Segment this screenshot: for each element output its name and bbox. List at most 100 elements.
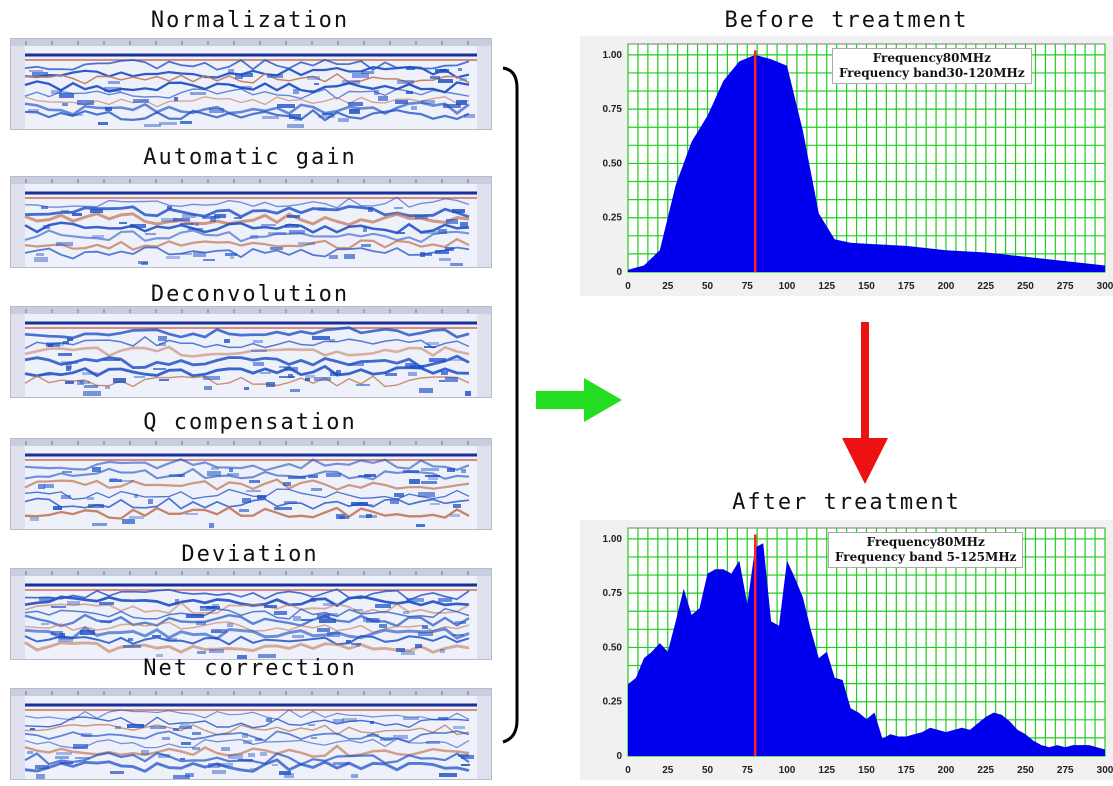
radar-speckle <box>128 638 133 641</box>
radar-speckle <box>34 257 48 262</box>
radar-speckle <box>405 363 416 368</box>
radar-speckle <box>190 92 206 95</box>
x-tick-label: 125 <box>818 281 835 292</box>
radar-layer <box>24 506 470 520</box>
x-tick-label: 0 <box>625 765 631 776</box>
radar-speckle <box>293 616 301 621</box>
radar-speckle <box>284 501 297 504</box>
radar-speckle <box>338 118 349 122</box>
radar-profile-image <box>11 439 491 529</box>
radar-speckle <box>409 479 420 484</box>
radar-speckle <box>310 90 315 93</box>
radar-speckle <box>333 719 344 723</box>
radar-layer <box>24 96 470 108</box>
radar-speckle <box>158 336 167 341</box>
radar-speckle <box>403 717 419 720</box>
radar-speckle <box>294 118 302 121</box>
radar-speckle <box>439 380 445 382</box>
radar-speckle <box>344 254 355 259</box>
before-legend-frequency: Frequency80MHz <box>872 51 991 65</box>
radar-speckle <box>458 68 462 71</box>
radar-speckle <box>390 500 399 504</box>
radar-speckle <box>99 602 114 605</box>
radar-speckle <box>203 376 220 380</box>
radar-speckle <box>305 378 310 381</box>
radar-speckle <box>134 376 145 378</box>
radar-speckle <box>323 603 333 606</box>
radar-speckle <box>38 484 45 489</box>
radar-speckle <box>319 619 336 623</box>
radar-layer <box>24 716 470 729</box>
radar-speckle <box>421 100 435 104</box>
radar-speckle <box>202 216 216 219</box>
after-legend-frequency: Frequency80MHz <box>866 535 985 549</box>
radar-speckle <box>336 370 341 375</box>
x-tick-label: 200 <box>938 765 955 776</box>
radar-speckle <box>455 621 466 624</box>
x-tick-label: 175 <box>898 765 915 776</box>
radar-speckle <box>61 361 78 364</box>
radar-speckle <box>277 104 295 108</box>
radar-speckle <box>105 107 112 111</box>
radar-speckle <box>72 213 82 216</box>
step-title-automatic-gain: Automatic gain <box>143 145 357 170</box>
radar-speckle <box>274 611 287 615</box>
y-tick-label: 0 <box>616 751 622 762</box>
radar-speckle <box>228 754 243 759</box>
step-title-deconvolution: Deconvolution <box>150 282 350 307</box>
radar-speckle <box>67 338 73 341</box>
radar-speckle <box>443 104 461 108</box>
radar-speckle <box>159 379 169 381</box>
radar-speckle <box>211 629 227 633</box>
radar-speckle <box>224 339 230 343</box>
radar-speckle <box>349 109 359 113</box>
radar-speckle <box>83 391 101 396</box>
radar-speckle <box>243 740 252 744</box>
x-tick-label: 100 <box>779 281 796 292</box>
radar-speckle <box>440 649 445 653</box>
radar-speckle <box>356 384 370 386</box>
radar-speckle <box>234 217 242 219</box>
radar-speckle <box>156 654 163 657</box>
after-spectrum-chart: 0 25 50 75 100 125 150 175 200 225 250 275 300 0 0.25 0… <box>580 520 1113 780</box>
radar-speckle <box>318 207 327 211</box>
radar-layer <box>24 58 470 71</box>
radar-speckle <box>438 598 452 602</box>
radar-speckle <box>380 737 393 741</box>
radar-speckle <box>138 261 148 264</box>
radar-speckle <box>327 632 340 637</box>
radar-speckle <box>158 754 170 758</box>
radar-speckle <box>363 227 367 232</box>
radar-speckle <box>61 210 69 212</box>
radar-speckle <box>204 386 212 390</box>
radar-speckle <box>217 763 233 767</box>
radar-speckle <box>361 244 371 247</box>
radar-speckle <box>175 599 179 604</box>
radar-layer <box>24 196 470 209</box>
radar-speckle <box>229 468 233 472</box>
radar-speckle <box>441 371 448 375</box>
radar-speckle <box>51 90 62 94</box>
radar-layer <box>24 65 470 79</box>
radar-speckle <box>230 256 234 259</box>
radar-speckle <box>28 109 39 112</box>
radar-speckle <box>230 84 235 86</box>
radar-layer <box>24 345 470 358</box>
radar-speckle <box>349 109 360 114</box>
panel-axis-strip <box>11 46 25 129</box>
radar-speckle <box>349 363 364 366</box>
x-tick-label: 150 <box>858 765 875 776</box>
radar-layer <box>24 221 470 235</box>
spectrum-svg: 0 25 50 75 100 125 150 175 200 225 250 275 300 0 0.25 0… <box>580 520 1113 780</box>
radar-speckle <box>397 80 414 84</box>
radar-speckle <box>173 775 190 779</box>
radar-speckle <box>385 373 397 376</box>
panel-axis-strip <box>11 184 25 267</box>
radar-speckle <box>249 480 260 483</box>
radar-speckle <box>134 494 138 498</box>
radar-speckle <box>209 523 214 528</box>
radar-speckle <box>363 618 378 622</box>
radar-layer <box>24 458 470 472</box>
radar-speckle <box>260 372 271 374</box>
radar-speckle <box>92 467 101 472</box>
